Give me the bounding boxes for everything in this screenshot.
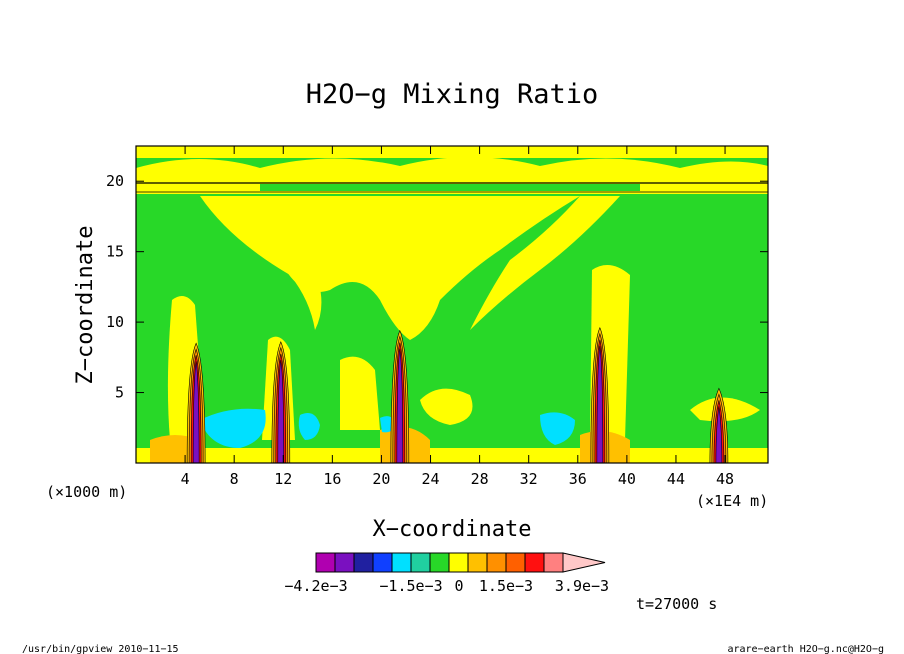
colorbar-arrow [562,552,606,573]
low-yellow-far-right [690,397,760,422]
x-tick-label: 48 [716,470,734,488]
central-yellow-funnel [230,196,580,340]
low-yellow-mid2 [340,356,380,430]
top-band [136,146,768,158]
updraft-columns [186,327,729,464]
updraft-column [271,341,291,464]
updraft-contour [192,361,200,464]
surface-yellow-strip [136,448,768,463]
cyan-pocket-3 [540,412,575,445]
x-tick-label: 32 [520,470,538,488]
x-tick-label: 16 [323,470,341,488]
footer-right: arare−earth_H2O−g.nc@H2O−g [727,644,884,654]
y-tick-label: 20 [106,172,124,190]
updraft-column [709,387,729,464]
colorbar-swatch [543,552,564,573]
x-tick-label: 24 [421,470,439,488]
x-axis: 4 8 12 16 20 24 28 32 36 40 44 48 [181,146,734,488]
colorbar-label: −1.5e−3 [379,577,442,595]
colorbar-swatch [315,552,336,573]
y-tick-label: 15 [106,243,124,261]
time-label: t=27000 s [636,595,717,613]
colorbar-swatch [410,552,431,573]
x-unit-left: (×1000 m) [46,483,127,501]
x-unit-right: (×1E4 m) [696,492,768,510]
updraft-contour [596,345,604,464]
x-tick-label: 12 [274,470,292,488]
x-tick-label: 28 [471,470,489,488]
x-tick-label: 20 [372,470,390,488]
updraft-contour [277,359,285,464]
colorbar-swatch [486,552,507,573]
green-inner-band [260,184,640,191]
colorbar-labels: −4.2e−3 −1.5e−3 0 1.5e−3 3.9e−3 [284,577,609,595]
colorbar-swatch [372,552,393,573]
y-tick-label: 5 [115,384,124,402]
colorbar-label: 3.9e−3 [555,577,609,595]
colorbar-swatch [391,552,412,573]
colorbar-swatch [467,552,488,573]
colorbar-swatch [448,552,469,573]
y-axis-label: Z−coordinate [73,226,98,385]
plot-area [135,145,769,464]
updraft-column [186,342,206,464]
low-yellow-mid3 [420,388,473,425]
x-tick-label: 4 [181,470,190,488]
chart-title: H2O−g Mixing Ratio [306,79,599,110]
cyan-pocket-2 [298,412,320,440]
footer-left: /usr/bin/gpview 2010−11−15 [22,644,179,654]
x-tick-label: 36 [569,470,587,488]
top-wave-band [136,157,768,182]
y-tick-label: 10 [106,313,124,331]
cyan-pocket-1 [200,408,266,448]
colorbar-label: 1.5e−3 [479,577,533,595]
left-yellow-lobe [200,196,322,330]
colorbar-label: 0 [454,577,463,595]
plot-frame [135,145,769,464]
updraft-column [390,329,410,464]
colorbar-swatch [524,552,545,573]
colorbar-label: −4.2e−3 [284,577,347,595]
x-axis-label: X−coordinate [373,517,532,542]
colorbar-swatch [353,552,374,573]
y-axis: 5 10 15 20 [106,172,768,402]
colorbar-swatch [429,552,450,573]
x-tick-label: 44 [667,470,685,488]
colorbar [315,552,606,573]
updraft-column [590,327,610,464]
x-tick-label: 40 [618,470,636,488]
updraft-contour [715,406,723,464]
colorbar-swatch [334,552,355,573]
updraft-contour [396,348,404,464]
right-yellow-lobe [470,196,620,330]
colorbar-swatch [505,552,526,573]
x-tick-label: 8 [230,470,239,488]
